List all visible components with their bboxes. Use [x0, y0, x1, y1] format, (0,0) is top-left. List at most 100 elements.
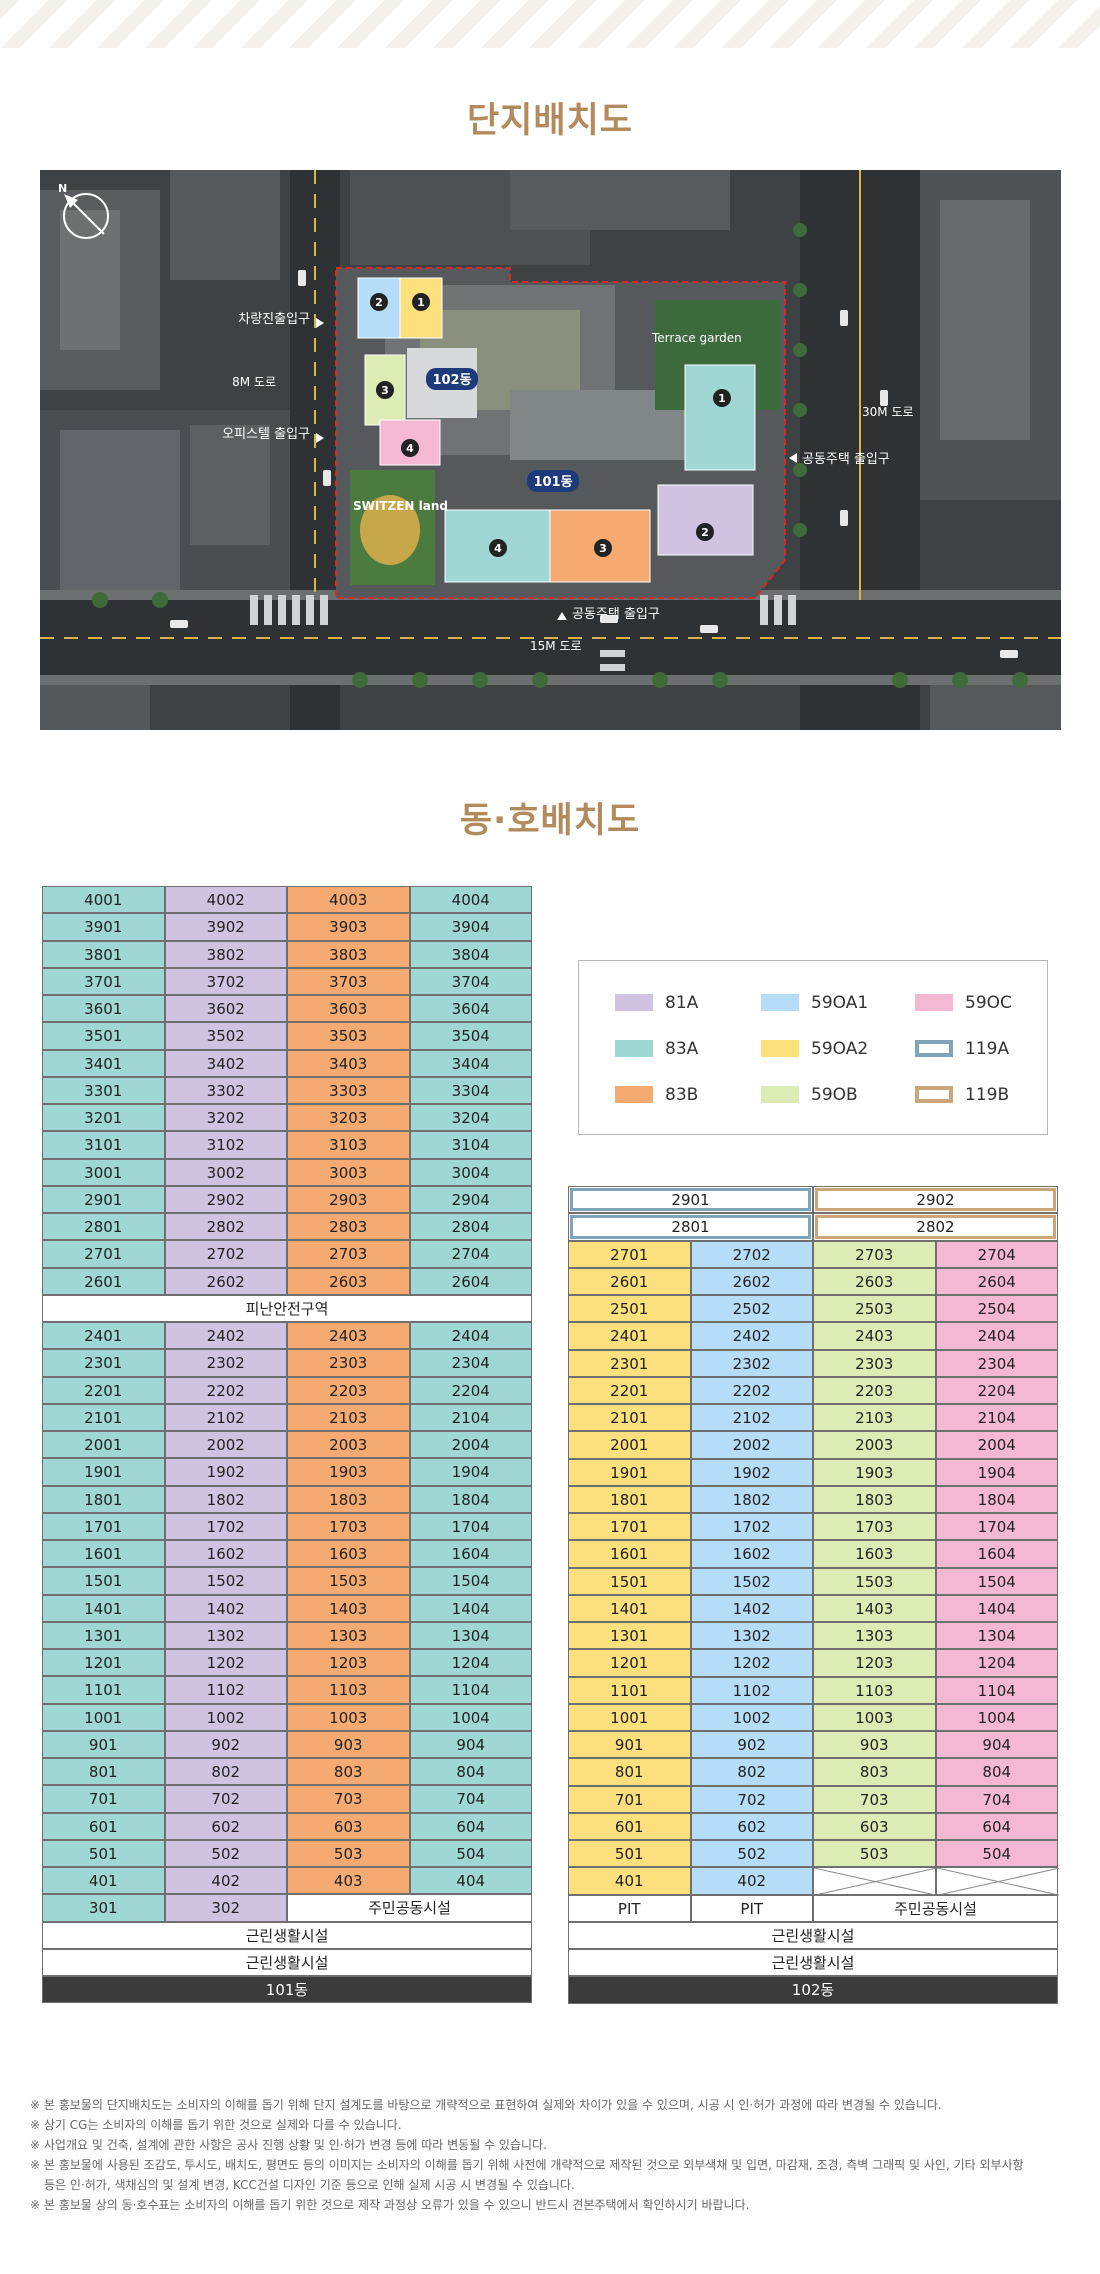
unit-cell: 803: [813, 1758, 936, 1786]
unit-cell: 1203: [813, 1649, 936, 1677]
unit-cell: 2604: [935, 1267, 1058, 1295]
unit-cell: 604: [409, 1812, 532, 1840]
unit-cell: 4004: [409, 886, 532, 914]
unit-cell: 603: [813, 1812, 936, 1840]
building-101-unit-grid: 4001 4002 4003 4004 3901 3902 3903 3904 3801 3802…: [42, 886, 532, 2006]
unit-cell: 2301: [42, 1349, 165, 1377]
unit-cell: 904: [409, 1730, 532, 1758]
unit-cell: 803: [287, 1758, 410, 1786]
unit-cell: 3201: [42, 1104, 165, 1132]
legend-swatch: [615, 994, 653, 1011]
building-102-label: 102동: [568, 1976, 1058, 2004]
unit-cell: 1602: [164, 1540, 287, 1568]
unit-cell: 1302: [690, 1622, 813, 1650]
unit-cell: 2003: [813, 1431, 936, 1459]
unit-cell: 2203: [287, 1376, 410, 1404]
legend-label: 83A: [665, 1039, 699, 1059]
unit-cell: 1502: [690, 1567, 813, 1595]
unit-cell: 2703: [287, 1240, 410, 1268]
unit-cell: 4002: [164, 886, 287, 914]
unit-cell: 3701: [42, 967, 165, 995]
unit-cell: 3801: [42, 940, 165, 968]
unit-cell: 3704: [409, 967, 532, 995]
unit-cell: 3103: [287, 1131, 410, 1159]
unit-cell: 2102: [164, 1403, 287, 1431]
unit-cell: 1503: [287, 1567, 410, 1595]
legend-label: 83B: [665, 1085, 699, 1105]
map-marker-3b: 3: [599, 542, 607, 555]
empty-unit-cell: [935, 1867, 1059, 1896]
unit-cell: 2101: [42, 1403, 165, 1431]
unit-cell: 503: [813, 1840, 936, 1868]
unit-cell: 903: [813, 1731, 936, 1759]
unit-cell: 703: [287, 1785, 410, 1813]
unit-cell: 1101: [42, 1676, 165, 1704]
unit-cell: 1101: [568, 1676, 691, 1704]
unit-cell: 1404: [409, 1594, 532, 1622]
unit-cell: 301: [42, 1894, 165, 1922]
unit-cell: 2702: [164, 1240, 287, 1268]
unit-cell: 1803: [287, 1485, 410, 1513]
unit-cell: 1801: [42, 1485, 165, 1513]
unit-cell: 804: [409, 1758, 532, 1786]
unit-cell: 701: [568, 1785, 691, 1813]
unit-cell: 1204: [409, 1649, 532, 1677]
unit-cell: 2804: [409, 1213, 532, 1241]
unit-cell: 2104: [409, 1403, 532, 1431]
legend-label: 59OC: [965, 993, 1012, 1013]
unit-cell: 3203: [287, 1104, 410, 1132]
unit-cell: 1502: [164, 1567, 287, 1595]
unit-cell: 1004: [409, 1703, 532, 1731]
unit-cell: 2103: [813, 1404, 936, 1432]
unit-cell: 1001: [42, 1703, 165, 1731]
unit-cell: 3401: [42, 1049, 165, 1077]
unit-cell: 2601: [42, 1267, 165, 1295]
unit-cell: 1704: [935, 1513, 1058, 1541]
unit-cell: 902: [164, 1730, 287, 1758]
unit-cell: 1301: [42, 1621, 165, 1649]
unit-cell: 2402: [164, 1322, 287, 1350]
legend-swatch: [915, 1086, 953, 1103]
map-label-apartment-entrance-east: 공동주택 출입구: [802, 452, 890, 467]
unit-cell: 3504: [409, 1022, 532, 1050]
disclaimer-notes: ※ 본 홍보물의 단지배치도는 소비자의 이해를 돕기 위해 단지 설계도를 바…: [30, 2095, 1080, 2215]
unit-cell: 2004: [409, 1431, 532, 1459]
unit-cell: 2202: [164, 1376, 287, 1404]
unit-cell: 503: [287, 1839, 410, 1867]
unit-cell: 3804: [409, 940, 532, 968]
unit-cell: 2302: [690, 1349, 813, 1377]
unit-cell: 1603: [287, 1540, 410, 1568]
unit-cell: 501: [42, 1839, 165, 1867]
unit-cell: 2802: [164, 1213, 287, 1241]
unit-cell: 2902: [164, 1185, 287, 1213]
unit-cell: 1001: [568, 1703, 691, 1731]
unit-cell: 2604: [409, 1267, 532, 1295]
legend-swatch: [761, 994, 799, 1011]
unit-cell: 1804: [935, 1485, 1058, 1513]
unit-cell: 1904: [409, 1458, 532, 1486]
site-plan-aerial-map: 2 1 3 4 1 2 3 4 102동 101동 Terrace garden…: [40, 170, 1061, 730]
retail-row: 근린생활시설: [42, 1948, 532, 1976]
unit-cell: 1303: [813, 1622, 936, 1650]
unit-cell: 2101: [568, 1404, 691, 1432]
unit-cell: 1504: [409, 1567, 532, 1595]
legend-swatch: [761, 1086, 799, 1103]
unit-cell: 901: [42, 1730, 165, 1758]
unit-cell: 3402: [164, 1049, 287, 1077]
unit-cell: 2204: [409, 1376, 532, 1404]
unit-cell: 504: [935, 1840, 1058, 1868]
site-plan-title: 단지배치도: [466, 101, 633, 141]
unit-cell: 2501: [568, 1295, 691, 1323]
unit-cell: 2401: [42, 1322, 165, 1350]
unit-cell: 2704: [935, 1240, 1058, 1268]
unit-cell: 1601: [42, 1540, 165, 1568]
pit-cell: PIT: [690, 1894, 813, 1922]
decorative-top-band: [0, 0, 1100, 48]
unit-cell: 1301: [568, 1622, 691, 1650]
unit-cell: 601: [568, 1812, 691, 1840]
unit-cell: 801: [42, 1758, 165, 1786]
community-facility-row: 주민공동시설: [813, 1894, 1058, 1922]
unit-cell: 402: [164, 1867, 287, 1895]
unit-cell: 2004: [935, 1431, 1058, 1459]
unit-cell: 3904: [409, 913, 532, 941]
